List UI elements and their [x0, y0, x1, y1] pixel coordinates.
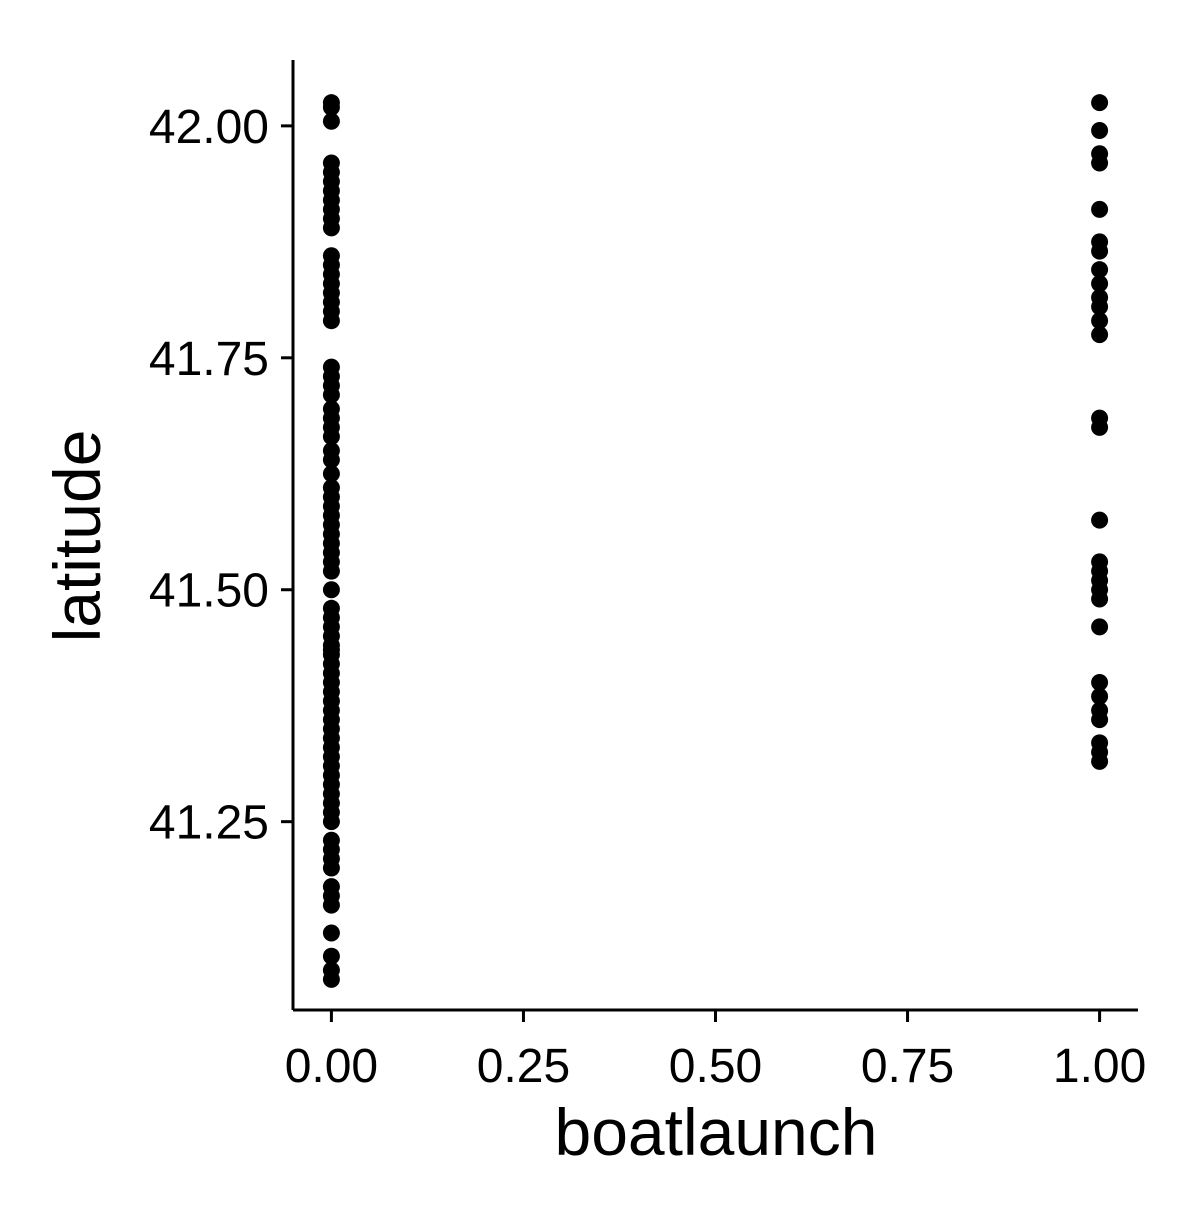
x-axis-title: boatlaunch	[555, 1095, 878, 1169]
data-point	[1091, 200, 1109, 218]
data-point	[1091, 711, 1109, 729]
data-point	[322, 562, 340, 580]
x-tick-label: 0.00	[285, 1040, 378, 1093]
data-point	[322, 312, 340, 330]
data-point	[322, 924, 340, 942]
data-point	[1091, 242, 1109, 260]
data-point	[322, 581, 340, 599]
data-point	[1091, 275, 1109, 293]
data-point	[322, 859, 340, 877]
points-layer	[322, 94, 1109, 988]
data-point	[322, 386, 340, 404]
data-point	[1091, 511, 1109, 529]
data-point	[1091, 590, 1109, 608]
data-point	[322, 451, 340, 469]
x-tick-label: 0.50	[669, 1040, 762, 1093]
data-point	[1091, 618, 1109, 636]
y-tick-label: 41.75	[149, 333, 269, 386]
data-point	[322, 896, 340, 914]
data-point	[1091, 298, 1109, 316]
data-point	[1091, 122, 1109, 140]
data-point	[322, 970, 340, 988]
data-point	[1091, 154, 1109, 172]
data-point	[322, 813, 340, 831]
data-point	[1091, 674, 1109, 692]
data-point	[1091, 94, 1109, 112]
x-tick-label: 1.00	[1053, 1040, 1146, 1093]
y-tick-label: 41.25	[149, 797, 269, 850]
data-point	[1091, 752, 1109, 770]
y-tick-label: 41.50	[149, 565, 269, 618]
data-point	[1091, 261, 1109, 279]
data-point	[1091, 418, 1109, 436]
data-point	[1091, 312, 1109, 330]
data-point	[322, 465, 340, 483]
data-point	[322, 428, 340, 446]
axes-layer	[291, 60, 1138, 1012]
data-point	[322, 947, 340, 965]
data-point	[322, 98, 340, 116]
y-axis-title: latitude	[40, 430, 114, 643]
data-point	[1091, 687, 1109, 705]
x-tick-label: 0.25	[477, 1040, 570, 1093]
data-point	[322, 219, 340, 237]
ticks-layer: 0.00 0.25 0.50 0.75 1.00 41.25 41.50 41.75 42.00	[149, 101, 1146, 1093]
data-point	[322, 112, 340, 130]
x-tick-label: 0.75	[861, 1040, 954, 1093]
y-tick-label: 42.00	[149, 101, 269, 154]
data-point	[1091, 326, 1109, 344]
